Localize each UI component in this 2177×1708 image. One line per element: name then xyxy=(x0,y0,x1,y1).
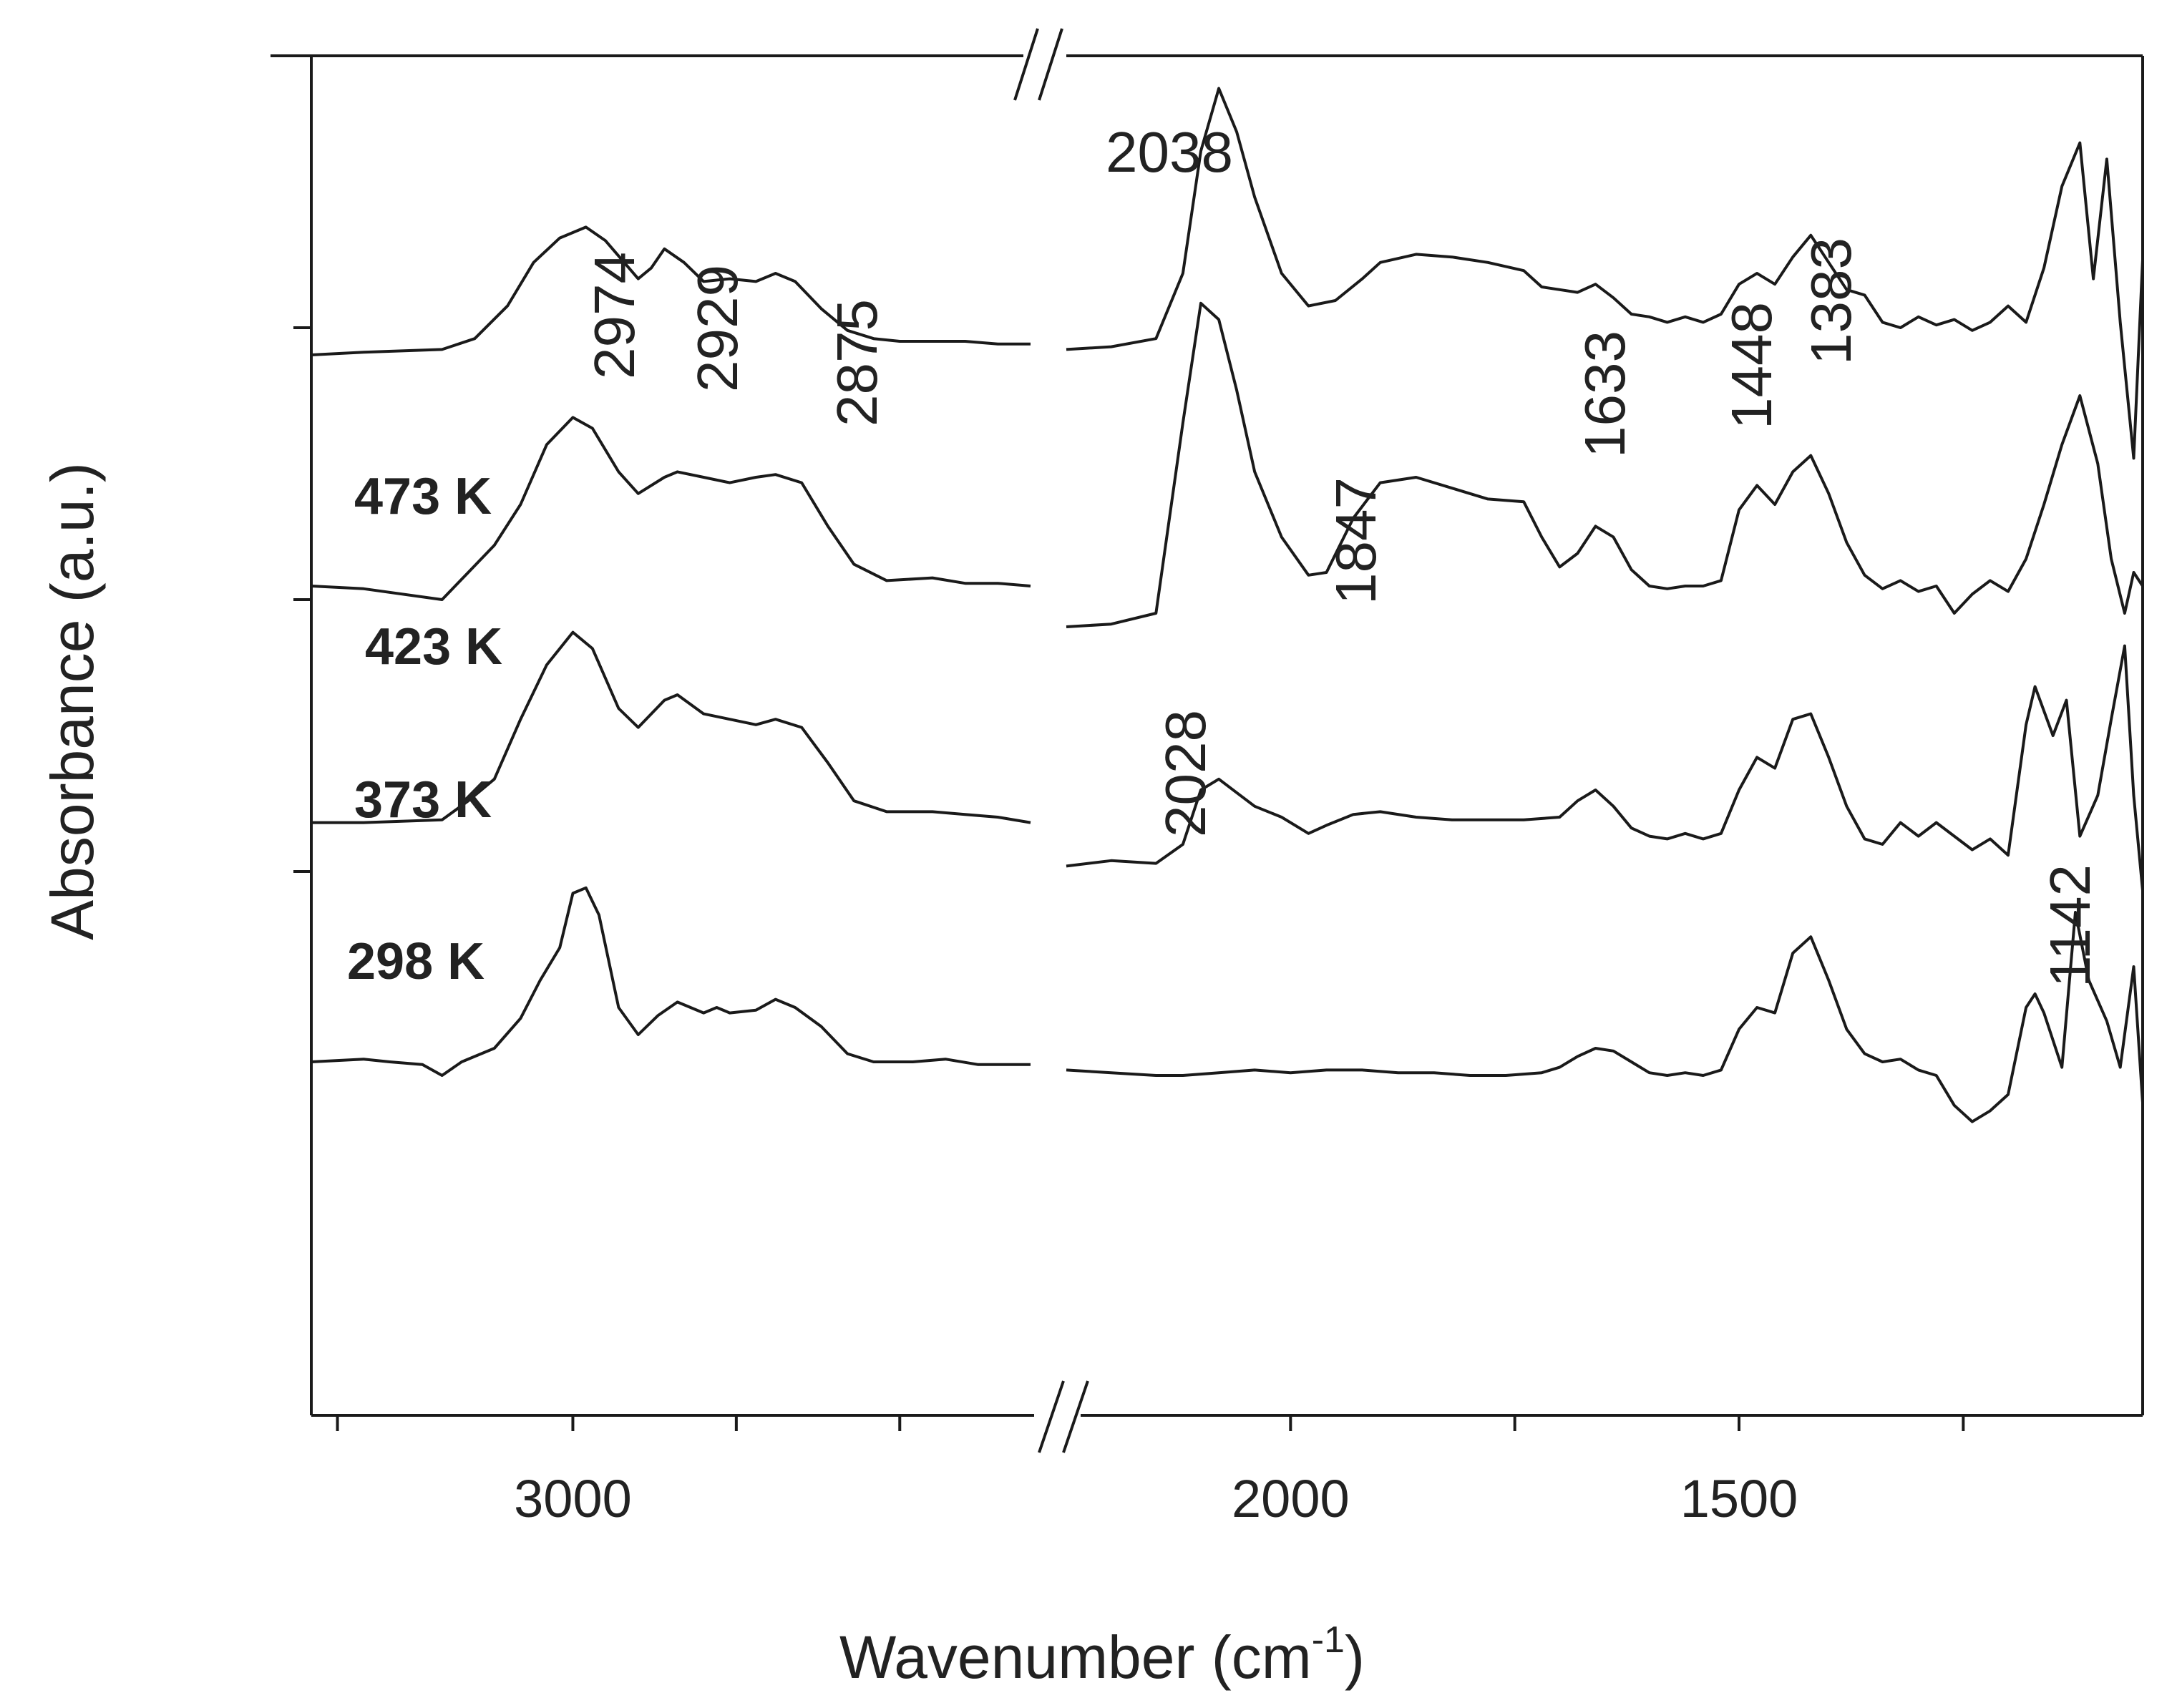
series-473k-left xyxy=(311,225,1031,356)
axis-break-top xyxy=(1013,28,1063,101)
peak-label-1142: 1142 xyxy=(2038,864,2102,987)
peak-label-1633: 1633 xyxy=(1573,331,1637,458)
series-label-373k: 373 K xyxy=(354,771,492,829)
peak-label-1383: 1383 xyxy=(1799,238,1863,365)
spectra xyxy=(311,87,2144,1123)
series-label-473k: 473 K xyxy=(354,468,492,525)
x-axis-title: Wavenumber (cm-1) xyxy=(839,1619,1365,1691)
peak-label-2038: 2038 xyxy=(1106,120,1233,184)
peak-label-2028: 2028 xyxy=(1154,710,1217,837)
series-373k-left xyxy=(311,630,1031,824)
x-tick-label-2000: 2000 xyxy=(1232,1469,1350,1528)
series-373k-right xyxy=(1066,644,2144,891)
x-ticks: 3000 2000 1500 xyxy=(336,1415,1965,1528)
x-axis-title-superscript: -1 xyxy=(1312,1619,1345,1661)
peak-label-1847: 1847 xyxy=(1324,477,1388,605)
y-axis-title: Absorbance (a.u.) xyxy=(39,462,106,940)
series-473k-right xyxy=(1066,87,2144,460)
peak-label-2974: 2974 xyxy=(583,252,646,379)
peak-label-1448: 1448 xyxy=(1720,302,1783,429)
series-423k-right xyxy=(1066,301,2144,628)
axis-break-bottom xyxy=(1038,1380,1089,1453)
x-tick-label-3000: 3000 xyxy=(514,1469,632,1528)
x-tick-label-1500: 1500 xyxy=(1680,1469,1798,1528)
x-axis-title-close: ) xyxy=(1345,1624,1365,1691)
series-label-423k: 423 K xyxy=(365,618,502,675)
series-423k-left xyxy=(311,416,1031,601)
peak-label-2875: 2875 xyxy=(825,299,889,426)
y-ticks xyxy=(293,326,311,873)
series-298k-left xyxy=(311,886,1031,1077)
series-298k-right xyxy=(1066,911,2144,1123)
x-axis-title-main: Wavenumber (cm xyxy=(839,1624,1312,1691)
peak-label-2929: 2929 xyxy=(686,265,749,392)
series-label-298k: 298 K xyxy=(347,933,484,990)
